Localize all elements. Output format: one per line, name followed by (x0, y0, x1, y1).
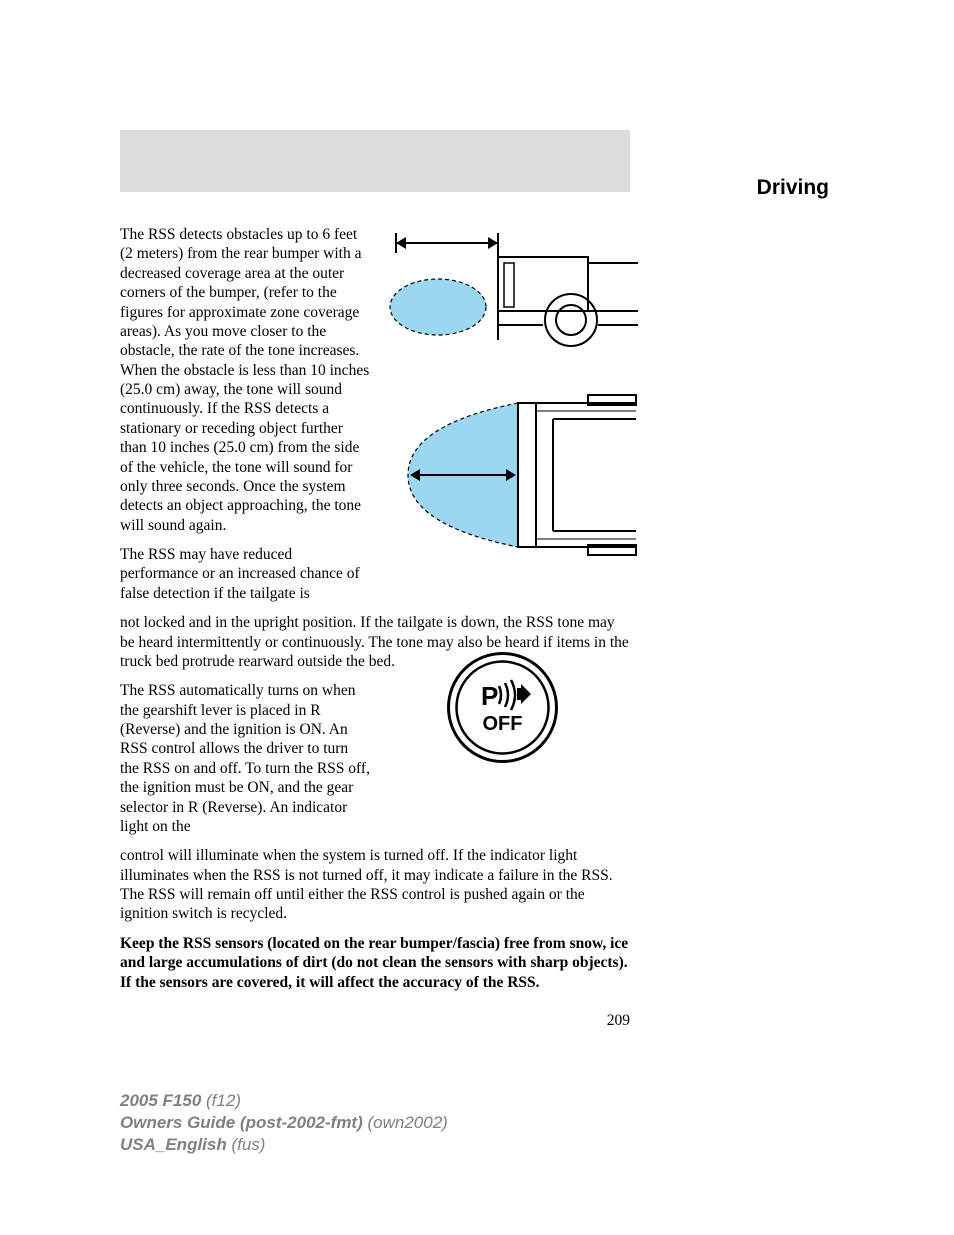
figure-top-view (388, 385, 638, 565)
paragraph-3-narrow: The RSS automatically turns on when the … (120, 681, 370, 836)
page-number: 209 (120, 1012, 630, 1030)
footer-model-code: (f12) (201, 1091, 241, 1110)
footer-line-2: Owners Guide (post-2002-fmt) (own2002) (120, 1112, 448, 1134)
footer: 2005 F150 (f12) Owners Guide (post-2002-… (120, 1090, 448, 1156)
figure-side-view (388, 225, 638, 351)
footer-model: 2005 F150 (120, 1091, 201, 1110)
button-off-label: OFF (483, 713, 523, 735)
footer-guide: Owners Guide (post-2002-fmt) (120, 1113, 363, 1132)
figure-rss-button: P OFF (445, 650, 560, 765)
header-bar (120, 130, 630, 192)
footer-guide-code: (own2002) (363, 1113, 448, 1132)
paragraph-1: The RSS detects obstacles up to 6 feet (… (120, 225, 370, 535)
section-title: Driving (757, 176, 829, 200)
footer-line-1: 2005 F150 (f12) (120, 1090, 448, 1112)
footer-line-3: USA_English (fus) (120, 1134, 448, 1156)
footer-lang-code: (fus) (227, 1135, 266, 1154)
paragraph-3-wide: control will illuminate when the system … (120, 846, 630, 924)
button-p-label: P (481, 681, 498, 711)
footer-lang: USA_English (120, 1135, 227, 1154)
paragraph-2-narrow: The RSS may have reduced performance or … (120, 545, 370, 603)
paragraph-4-bold: Keep the RSS sensors (located on the rea… (120, 934, 630, 992)
